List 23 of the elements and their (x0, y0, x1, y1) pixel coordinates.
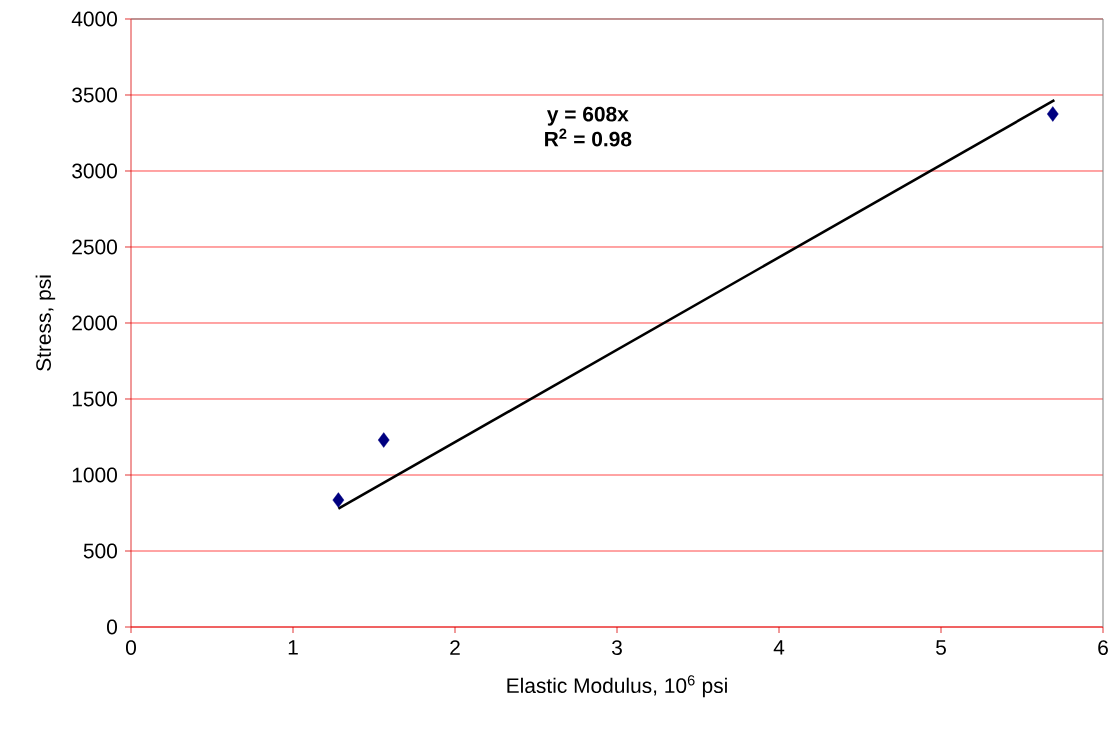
y-tick-label: 3000 (72, 163, 117, 179)
x-tick-label: 6 (1098, 640, 1108, 655)
x-tick-label: 4 (773, 640, 785, 655)
point (377, 432, 390, 448)
point (332, 492, 345, 508)
x-tick-label: 5 (936, 640, 946, 655)
x-tick-label: 1 (288, 640, 298, 655)
annotation: R$^{2}$ = 0.98 (545, 128, 632, 147)
y-tick-label: 500 (83, 543, 117, 559)
y-axis-title: Stress, psi (35, 275, 56, 371)
y-tick-label: 3500 (72, 87, 117, 103)
x-tick-label: 3 (611, 640, 622, 655)
x-axis-title: Elastic Modulus, 10$^{6}$ psi (507, 675, 727, 698)
y-tick-label: 2500 (72, 239, 117, 255)
y-tick-label: 4000 (71, 11, 117, 27)
y-tick-label: 1500 (72, 391, 117, 407)
annotation: y = 608x (546, 106, 629, 126)
x-tick-label: 2 (450, 640, 460, 655)
y-tick-label: 1000 (72, 467, 117, 483)
x-tick-label: 0 (126, 640, 136, 655)
point (1046, 106, 1059, 122)
y-tick-label: 2000 (72, 315, 117, 331)
y-tick-label: 0 (107, 619, 117, 635)
